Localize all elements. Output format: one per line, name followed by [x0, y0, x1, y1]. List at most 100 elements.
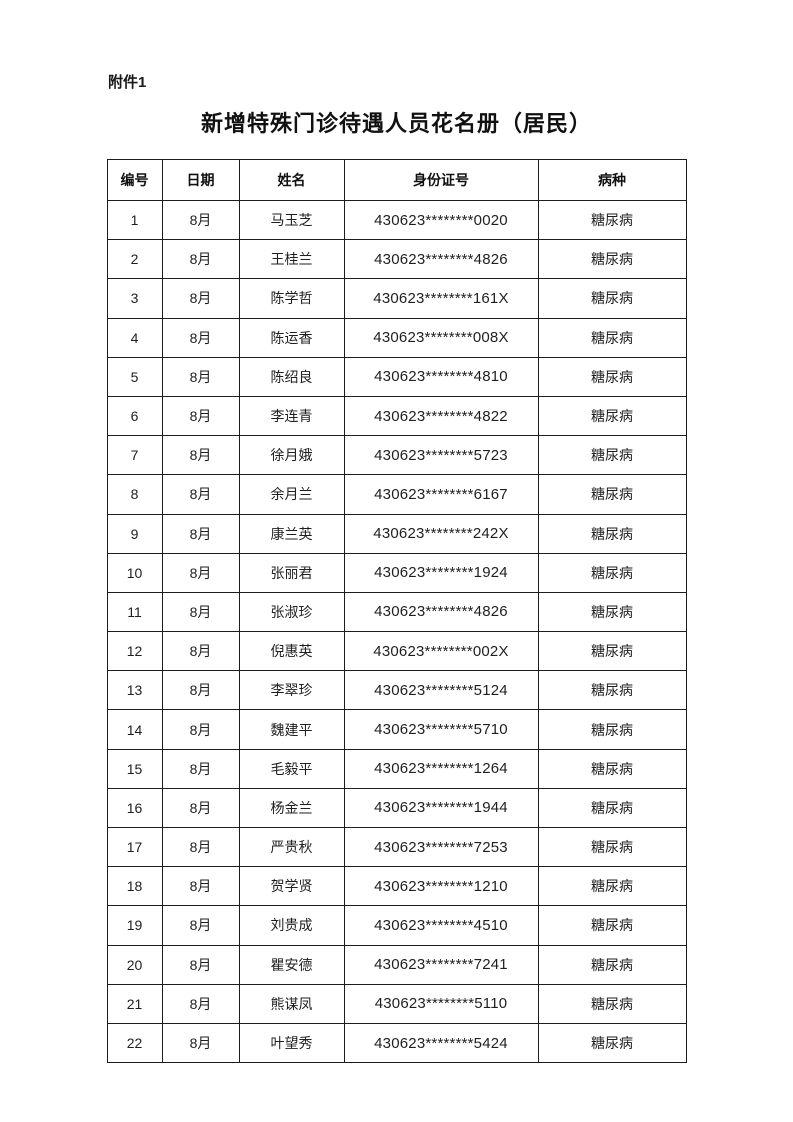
- cell-id: 430623********1944: [343, 787, 539, 829]
- cell-disease: 糖尿病: [537, 826, 687, 868]
- cell-name: 魏建平: [238, 709, 345, 750]
- cell-disease: 糖尿病: [537, 670, 687, 711]
- cell-disease: 糖尿病: [537, 944, 687, 985]
- cell-name: 张丽君: [238, 552, 345, 593]
- cell-id: 430623********5124: [343, 670, 539, 711]
- cell-number: 9: [106, 513, 163, 554]
- cell-number: 6: [106, 395, 163, 437]
- cell-id: 430623********5110: [343, 983, 539, 1024]
- cell-date: 8月: [161, 317, 240, 358]
- cell-date: 8月: [161, 513, 240, 554]
- cell-id: 430623********0020: [343, 199, 539, 241]
- cell-id: 430623********1264: [343, 748, 539, 789]
- cell-disease: 糖尿病: [537, 983, 687, 1024]
- table-row: 7 8月 徐月娥 430623********5723 糖尿病: [106, 435, 687, 476]
- cell-id: 430623********4510: [343, 905, 539, 946]
- cell-date: 8月: [161, 709, 240, 750]
- cell-name: 张淑珍: [238, 591, 345, 633]
- table-row: 18 8月 贺学贤 430623********1210 糖尿病: [106, 866, 687, 907]
- header-cell-id: 身份证号: [343, 159, 539, 201]
- cell-number: 12: [106, 631, 163, 672]
- cell-disease: 糖尿病: [537, 591, 687, 633]
- roster-table: 编号 日期 姓名 身份证号 病种 1 8月 马玉芝 430623********002…: [106, 159, 687, 1064]
- cell-name: 陈学哲: [238, 278, 345, 319]
- cell-disease: 糖尿病: [537, 317, 687, 358]
- cell-date: 8月: [161, 944, 240, 985]
- cell-number: 3: [106, 278, 163, 319]
- cell-id: 430623********5723: [343, 435, 539, 476]
- cell-name: 毛毅平: [238, 748, 345, 789]
- cell-date: 8月: [161, 670, 240, 711]
- cell-disease: 糖尿病: [537, 866, 687, 907]
- cell-id: 430623********008X: [343, 317, 539, 358]
- cell-id: 430623********5710: [343, 709, 539, 750]
- cell-date: 8月: [161, 591, 240, 633]
- cell-name: 徐月娥: [238, 435, 345, 476]
- cell-number: 18: [106, 866, 163, 907]
- page-title: 新增特殊门诊待遇人员花名册（居民）: [200, 111, 592, 136]
- cell-name: 陈运香: [238, 317, 345, 358]
- cell-name: 马玉芝: [238, 199, 345, 241]
- cell-number: 19: [106, 905, 163, 946]
- cell-date: 8月: [161, 866, 240, 907]
- cell-name: 杨金兰: [238, 787, 345, 829]
- roster-table-body: 1 8月 马玉芝 430623********0020 糖尿病 2 8月 王桂兰 430623*…: [106, 199, 687, 1064]
- cell-name: 李连青: [238, 395, 345, 437]
- roster-table-header: 编号 日期 姓名 身份证号 病种: [106, 159, 687, 201]
- cell-number: 11: [106, 591, 163, 633]
- cell-name: 康兰英: [238, 513, 345, 554]
- cell-number: 10: [106, 552, 163, 593]
- table-row: 9 8月 康兰英 430623********242X 糖尿病: [106, 513, 687, 554]
- cell-date: 8月: [161, 435, 240, 476]
- cell-id: 430623********4822: [343, 395, 539, 437]
- cell-disease: 糖尿病: [537, 905, 687, 946]
- cell-number: 13: [106, 670, 163, 711]
- table-row: 10 8月 张丽君 430623********1924 糖尿病: [106, 552, 687, 593]
- table-row: 2 8月 王桂兰 430623********4826 糖尿病: [106, 239, 687, 280]
- table-row: 13 8月 李翠珍 430623********5124 糖尿病: [106, 670, 687, 711]
- cell-number: 15: [106, 748, 163, 789]
- table-row: 8 8月 余月兰 430623********6167 糖尿病: [106, 474, 687, 515]
- cell-date: 8月: [161, 631, 240, 672]
- table-row: 17 8月 严贵秋 430623********7253 糖尿病: [106, 826, 687, 868]
- cell-date: 8月: [161, 199, 240, 241]
- cell-disease: 糖尿病: [537, 787, 687, 829]
- cell-disease: 糖尿病: [537, 474, 687, 515]
- table-row: 4 8月 陈运香 430623********008X 糖尿病: [106, 317, 687, 358]
- cell-disease: 糖尿病: [537, 395, 687, 437]
- cell-date: 8月: [161, 356, 240, 397]
- cell-disease: 糖尿病: [537, 709, 687, 750]
- cell-date: 8月: [161, 239, 240, 280]
- header-cell-name: 姓名: [238, 159, 345, 201]
- cell-date: 8月: [161, 905, 240, 946]
- cell-date: 8月: [161, 748, 240, 789]
- cell-name: 倪惠英: [238, 631, 345, 672]
- cell-disease: 糖尿病: [537, 1022, 687, 1064]
- cell-date: 8月: [161, 1022, 240, 1064]
- table-row: 22 8月 叶望秀 430623********5424 糖尿病: [106, 1022, 687, 1064]
- attachment-label: 附件1: [108, 74, 147, 91]
- table-row: 15 8月 毛毅平 430623********1264 糖尿病: [106, 748, 687, 789]
- cell-disease: 糖尿病: [537, 748, 687, 789]
- cell-id: 430623********1924: [343, 552, 539, 593]
- cell-id: 430623********7241: [343, 944, 539, 985]
- table-row: 6 8月 李连青 430623********4822 糖尿病: [106, 395, 687, 437]
- cell-disease: 糖尿病: [537, 356, 687, 397]
- cell-name: 叶望秀: [238, 1022, 345, 1064]
- table-row: 21 8月 熊谋凤 430623********5110 糖尿病: [106, 983, 687, 1024]
- cell-id: 430623********6167: [343, 474, 539, 515]
- cell-disease: 糖尿病: [537, 513, 687, 554]
- cell-date: 8月: [161, 787, 240, 829]
- cell-number: 8: [106, 474, 163, 515]
- cell-id: 430623********5424: [343, 1022, 539, 1064]
- cell-number: 21: [106, 983, 163, 1024]
- table-row: 12 8月 倪惠英 430623********002X 糖尿病: [106, 631, 687, 672]
- cell-disease: 糖尿病: [537, 631, 687, 672]
- header-cell-date: 日期: [161, 159, 240, 201]
- cell-number: 20: [106, 944, 163, 985]
- cell-name: 余月兰: [238, 474, 345, 515]
- table-row: 5 8月 陈绍良 430623********4810 糖尿病: [106, 356, 687, 397]
- cell-id: 430623********4826: [343, 591, 539, 633]
- cell-number: 4: [106, 317, 163, 358]
